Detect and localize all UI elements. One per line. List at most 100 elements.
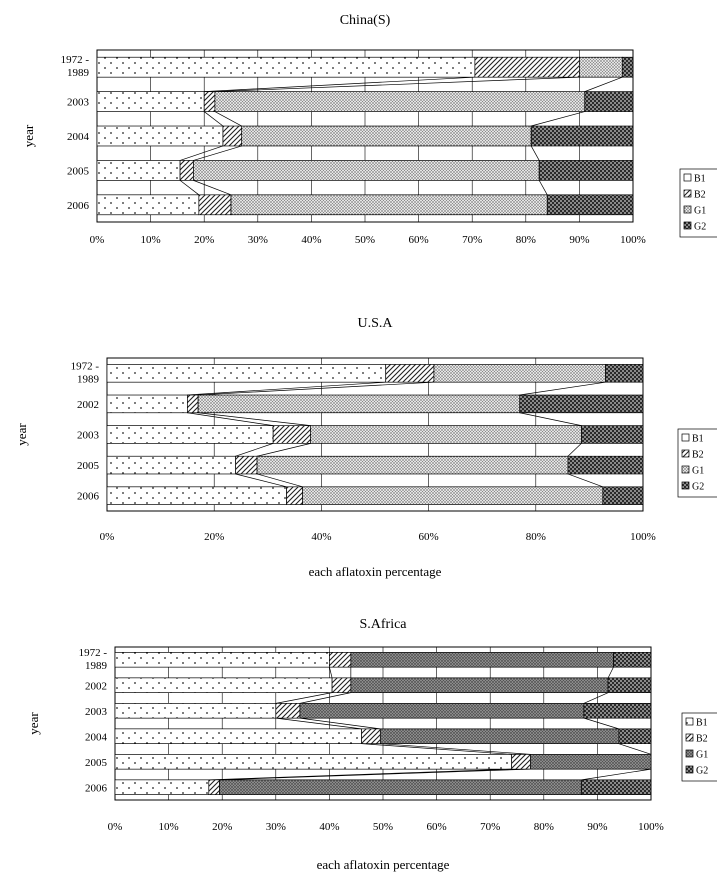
- series-connector: [193, 145, 242, 161]
- legend-swatch-g2: [683, 221, 692, 230]
- bar-b2: [286, 486, 303, 505]
- bar-g1: [433, 364, 606, 383]
- bar-b2: [331, 677, 352, 693]
- bar-g1: [379, 728, 620, 744]
- bar-b1: [106, 486, 287, 505]
- y-tick-label: 2006: [67, 200, 90, 212]
- series-connector: [214, 76, 580, 92]
- x-tick-label: 20%: [212, 821, 232, 833]
- bar-g1: [299, 703, 585, 719]
- series-connector: [583, 717, 619, 730]
- y-tick-label-line: 1989: [67, 67, 90, 79]
- x-tick-label: 40%: [311, 531, 331, 543]
- x-tick-label: 100%: [630, 531, 656, 543]
- series-connector: [179, 180, 200, 196]
- x-tick-label: 30%: [266, 821, 286, 833]
- series-connector: [329, 667, 333, 678]
- bar-b1: [114, 703, 277, 719]
- legend-label: G1: [694, 206, 706, 217]
- x-tick-label: 70%: [480, 821, 500, 833]
- y-tick-label: 2006: [77, 491, 100, 503]
- bar-g2: [519, 394, 644, 414]
- bar-b2: [222, 125, 243, 147]
- y-tick-label-line: 1989: [85, 660, 108, 672]
- y-tick-label: 2004: [85, 731, 108, 743]
- legend-swatch-b1: [681, 433, 690, 442]
- series-connector: [275, 717, 362, 730]
- series-connector: [198, 381, 434, 396]
- bar-b1: [96, 125, 224, 147]
- series-connector: [203, 111, 224, 127]
- chart-0: China(S) 0% 10% 20% 30% 40% 50% 60% 70% 80% 90% 100…: [21, 13, 717, 246]
- legend-label: B1: [694, 174, 706, 185]
- legend-label: G1: [696, 750, 708, 761]
- y-tick-label-line: 1972 -: [61, 54, 90, 66]
- bar-g2: [621, 56, 634, 78]
- bar-b1: [96, 160, 181, 181]
- chart-title: U.S.A: [357, 316, 393, 331]
- bar-b1: [106, 425, 274, 444]
- bar-g2: [580, 779, 652, 795]
- x-tick-label: 70%: [462, 234, 482, 246]
- x-tick-label: 80%: [534, 821, 554, 833]
- legend-label: B2: [696, 734, 708, 745]
- bar-g1: [350, 652, 614, 668]
- bar-g1: [193, 160, 540, 181]
- y-tick-label: 2003: [77, 430, 100, 442]
- series-connector: [256, 473, 303, 488]
- bar-g1: [256, 455, 569, 475]
- bar-g1: [230, 194, 548, 216]
- y-tick-label: 2004: [67, 131, 90, 143]
- legend-swatch-b2: [681, 449, 690, 458]
- series-connector: [187, 412, 274, 426]
- bar-g2: [530, 125, 634, 147]
- series-connector: [235, 443, 274, 457]
- series-connector: [179, 145, 224, 161]
- series-connector: [208, 768, 512, 781]
- x-axis-title: each aflatoxin percentage: [317, 857, 450, 872]
- bar-b1: [114, 652, 330, 668]
- series-connector: [198, 412, 311, 426]
- x-tick-label: 40%: [319, 821, 339, 833]
- y-tick-label-line: 1972 -: [71, 360, 100, 372]
- y-axis-title: year: [14, 423, 29, 446]
- bar-b1: [114, 779, 210, 795]
- x-tick-label: 10%: [159, 821, 179, 833]
- bar-g2: [567, 455, 644, 475]
- legend-label: B1: [692, 434, 704, 445]
- bar-g2: [584, 91, 634, 112]
- chart-1: U.S.A 0% 20% 40% 60% 80% 100% 1972 -1989 2002 200…: [14, 316, 717, 579]
- bar-g1: [302, 486, 604, 505]
- series-connector: [519, 412, 582, 426]
- x-tick-label: 80%: [526, 531, 546, 543]
- y-tick-label: 2003: [67, 97, 90, 109]
- bar-b2: [235, 455, 258, 475]
- x-axis-title: each aflatoxin percentage: [309, 564, 442, 579]
- legend-swatch-g1: [683, 205, 692, 214]
- bar-g2: [581, 425, 644, 444]
- bar-g2: [546, 194, 634, 216]
- legend-label: G1: [692, 466, 704, 477]
- x-tick-label: 50%: [373, 821, 393, 833]
- bar-g2: [583, 703, 652, 719]
- bar-b2: [474, 56, 580, 78]
- series-connector: [219, 768, 531, 781]
- bar-b1: [96, 91, 205, 112]
- bar-b2: [511, 754, 531, 770]
- legend-swatch-g2: [685, 765, 694, 774]
- series-connector: [581, 768, 652, 781]
- x-tick-label: 60%: [409, 234, 429, 246]
- x-tick-label: 0%: [108, 821, 123, 833]
- bar-b2: [385, 364, 435, 383]
- bar-g1: [214, 91, 586, 112]
- x-tick-label: 40%: [301, 234, 321, 246]
- series-connector: [519, 381, 606, 396]
- legend: B1 B2 G1 G2: [681, 712, 717, 782]
- bar-g1: [241, 125, 532, 147]
- bar-b1: [106, 394, 188, 414]
- y-tick-label: 2005: [67, 165, 90, 177]
- bar-b2: [275, 703, 301, 719]
- bar-g2: [618, 728, 652, 744]
- legend-label: G2: [696, 766, 708, 777]
